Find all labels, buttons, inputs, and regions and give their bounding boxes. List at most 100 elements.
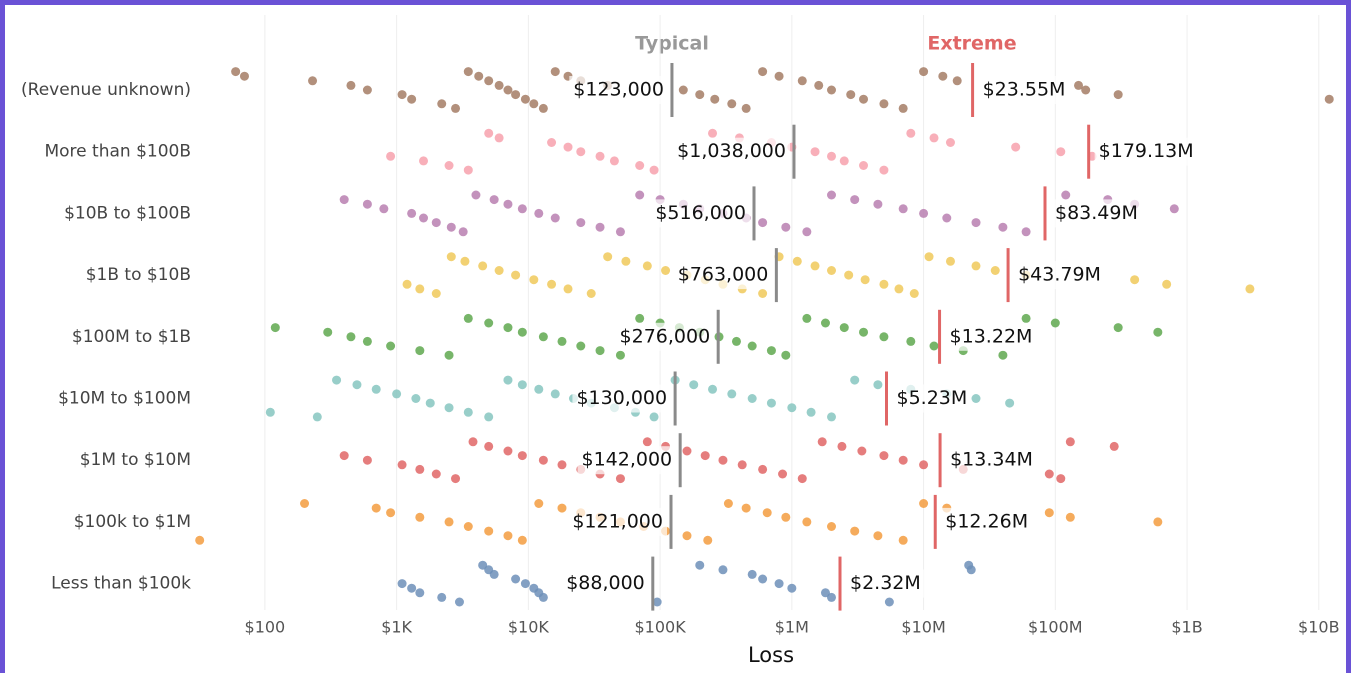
dot (758, 574, 768, 584)
dot (747, 394, 757, 403)
dot (231, 67, 241, 77)
dot (520, 579, 530, 589)
dot (737, 460, 747, 470)
dot (431, 289, 441, 298)
dot (446, 252, 456, 262)
x-axis-title: Loss (748, 643, 794, 667)
label-bg (1094, 137, 1198, 166)
dot (695, 560, 705, 570)
dot (411, 394, 421, 403)
dot (827, 190, 837, 200)
dot (682, 446, 692, 456)
dot (708, 384, 718, 394)
extreme-label: $23.55M (983, 79, 1066, 101)
dot (792, 256, 802, 266)
dot (678, 85, 688, 95)
dot (879, 279, 889, 289)
dot (1074, 80, 1084, 90)
dot (758, 289, 768, 298)
dot (1324, 94, 1334, 104)
dot (820, 318, 830, 328)
dot (652, 597, 662, 607)
typical-label: $121,000 (572, 510, 663, 532)
typical-label: $88,000 (566, 572, 645, 594)
dot (415, 284, 425, 294)
dot (938, 71, 948, 81)
dot (312, 412, 322, 422)
dot (503, 323, 513, 333)
dot (909, 289, 919, 298)
extreme-label: $83.49M (1055, 202, 1138, 224)
dot (454, 597, 464, 607)
typical-label: $130,000 (576, 387, 667, 409)
dot (850, 526, 860, 536)
dot (810, 147, 820, 157)
dot (1065, 437, 1075, 447)
dot (339, 195, 349, 205)
dot (850, 195, 860, 205)
dot (451, 474, 461, 484)
dot (265, 407, 275, 417)
dot (814, 80, 824, 90)
dot (727, 99, 737, 109)
typical-label: $763,000 (678, 264, 769, 286)
dot (873, 531, 883, 541)
dot (998, 222, 1008, 232)
dot (718, 565, 728, 575)
dot (945, 256, 955, 266)
dot (945, 138, 955, 147)
x-tick-label: $100M (1028, 618, 1083, 637)
dot (538, 592, 548, 602)
dot (503, 446, 513, 456)
dot (781, 350, 791, 360)
dot (827, 85, 837, 95)
dot (371, 503, 381, 513)
dot (859, 327, 869, 337)
dot (635, 313, 645, 323)
dot (781, 512, 791, 522)
label-bg (945, 322, 1037, 351)
dot (415, 588, 425, 598)
dot (503, 531, 513, 541)
dot (362, 199, 372, 209)
dot (415, 512, 425, 522)
chart: Typical Extreme Loss $100 $1K $10K $100K $1M… (21, 15, 1340, 667)
dot (463, 165, 473, 175)
dot (774, 71, 784, 81)
dot (538, 455, 548, 465)
dot (802, 313, 812, 323)
category-label: $10M to $100M (58, 389, 191, 409)
dot (550, 213, 560, 223)
label-bg (568, 507, 668, 536)
dot (703, 535, 713, 545)
dot (534, 208, 544, 218)
extreme-label: $13.34M (950, 449, 1033, 471)
dot (1162, 279, 1172, 289)
dot (906, 128, 916, 138)
dot (615, 474, 625, 484)
dot (484, 128, 494, 138)
dot (415, 464, 425, 474)
dot (511, 90, 521, 100)
dot (563, 284, 573, 294)
dot (407, 583, 417, 593)
dot (407, 94, 417, 104)
dot (538, 103, 548, 113)
dot (386, 341, 396, 351)
dot (827, 522, 837, 531)
dot (1061, 190, 1071, 200)
dot (529, 99, 539, 109)
dot (1245, 284, 1255, 294)
category-label: More than $100B (44, 142, 191, 162)
dot (747, 569, 757, 579)
dot (971, 394, 981, 403)
dot (778, 469, 788, 479)
label-bg (978, 76, 1070, 104)
dot (727, 389, 737, 399)
dot (425, 398, 435, 408)
x-tick-label: $10K (508, 618, 550, 637)
x-tick-label: $1M (775, 618, 809, 637)
dot (649, 165, 659, 175)
dot (595, 346, 605, 356)
dot (873, 380, 883, 390)
